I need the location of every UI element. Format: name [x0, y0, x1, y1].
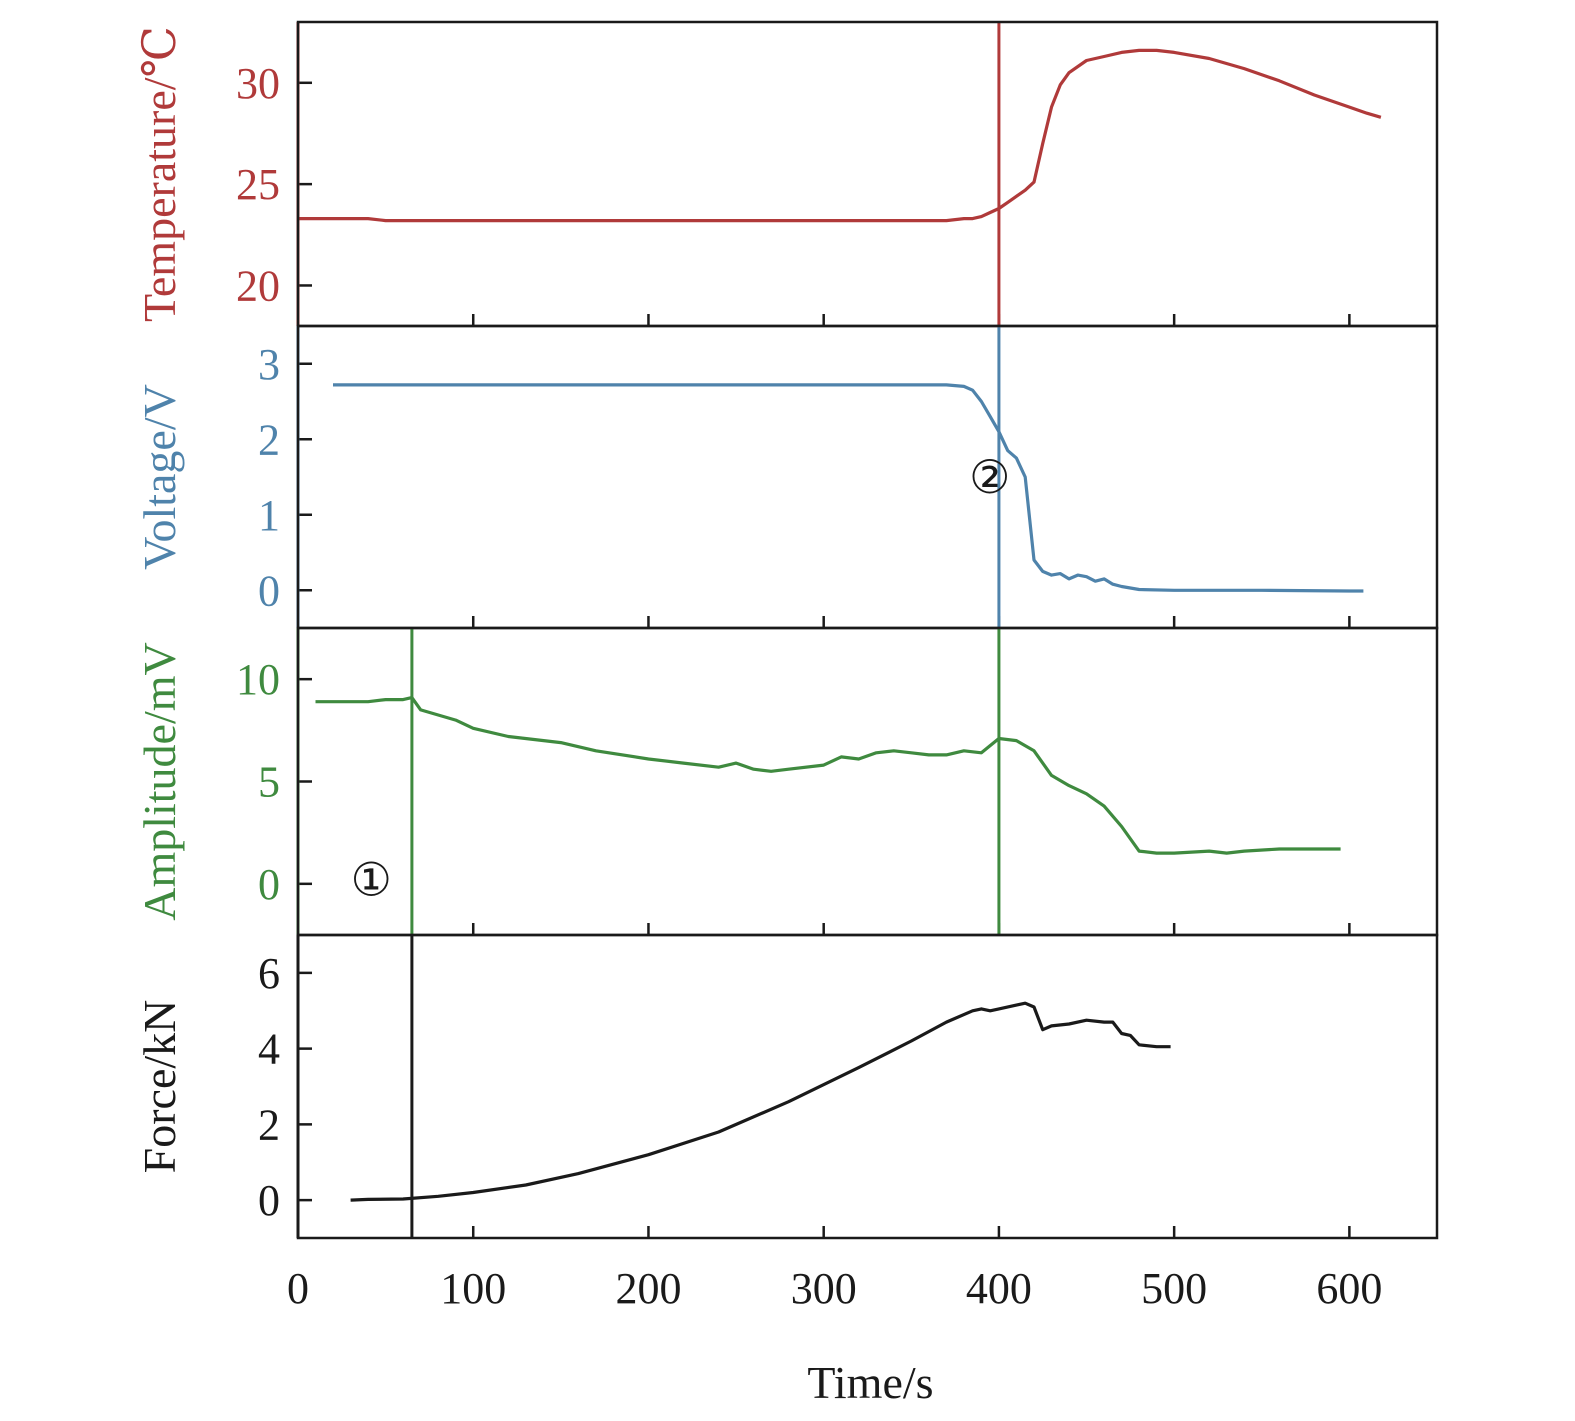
temperature-series-line [298, 48, 1382, 223]
x-tick-label: 300 [791, 1264, 857, 1313]
x-tick-label: 500 [1141, 1264, 1207, 1313]
force-panel-frame [296, 933, 1439, 1240]
amplitude-ytick-label: 0 [258, 860, 280, 909]
amplitude-panel-frame [296, 626, 1439, 937]
force-ytick-label: 4 [258, 1025, 280, 1074]
x-axis-title: Time/s [807, 1357, 933, 1408]
x-tick-label: 0 [287, 1264, 309, 1313]
voltage-ytick-label: 2 [258, 415, 280, 464]
x-tick-label: 600 [1316, 1264, 1382, 1313]
amplitude-ytick-label: 5 [258, 758, 280, 807]
force-axis-title: Force/kN [134, 1000, 185, 1174]
temperature-ytick-label: 30 [236, 59, 280, 108]
amplitude-annotation: ① [351, 855, 392, 906]
x-tick-label: 400 [966, 1264, 1032, 1313]
x-tick-label: 200 [615, 1264, 681, 1313]
voltage-axis-title: Voltage/V [134, 384, 185, 570]
temperature-ytick-label: 25 [236, 160, 280, 209]
force-ytick-label: 6 [258, 949, 280, 998]
temperature-panel-frame [296, 20, 1439, 328]
temperature-axis-title: Temperature/℃ [134, 26, 185, 322]
force-ytick-label: 2 [258, 1100, 280, 1149]
force-ytick-label: 0 [258, 1176, 280, 1225]
voltage-ytick-label: 0 [258, 566, 280, 615]
amplitude-ytick-label: 10 [236, 655, 280, 704]
voltage-ytick-label: 3 [258, 340, 280, 389]
amplitude-series-line [315, 696, 1341, 855]
temperature-ytick-label: 20 [236, 261, 280, 310]
voltage-ytick-label: 1 [258, 491, 280, 540]
voltage-panel-frame [296, 324, 1439, 630]
amplitude-axis-title: Amplitude/mV [134, 642, 185, 921]
force-series-line [350, 1001, 1171, 1202]
voltage-annotation: ② [969, 452, 1010, 503]
voltage-series-line [333, 383, 1364, 593]
x-tick-label: 100 [440, 1264, 506, 1313]
